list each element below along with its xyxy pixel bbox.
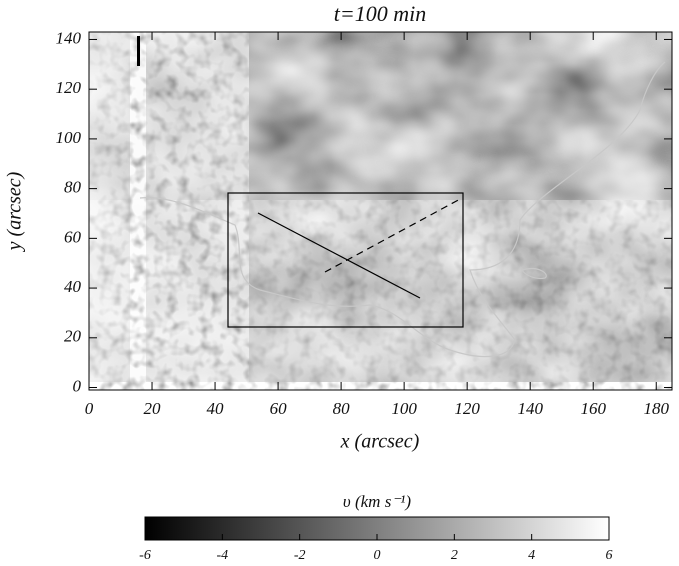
slit-line-dashed [324, 197, 463, 273]
x-tick-label: 20 [144, 399, 162, 418]
plot-frame [88, 31, 673, 391]
colorbar-tick-label: 4 [528, 548, 535, 563]
colorbar-tick-label: 2 [451, 548, 458, 563]
colorbar-tick-label: -2 [294, 548, 306, 563]
colorbar-tick-label: -4 [216, 548, 228, 563]
colorbar-tick-label: 6 [606, 548, 613, 563]
chart-title: t=100 min [334, 1, 426, 26]
colorbar-tick-label: 0 [374, 548, 381, 563]
x-axis-label: x (arcsec) [340, 431, 420, 453]
y-tick-label: 80 [64, 178, 82, 197]
x-tick-label: 140 [517, 399, 543, 418]
x-tick-label: 100 [391, 399, 417, 418]
y-axis-label: y (arcsec) [4, 171, 26, 252]
region-box [227, 192, 464, 328]
y-tick-label: 100 [56, 128, 82, 147]
slit-line [257, 212, 421, 299]
y-tick-label: 140 [56, 28, 82, 47]
x-tick-label: 0 [85, 399, 94, 418]
x-tick-label: 120 [454, 399, 480, 418]
colorbar-tick-label: -6 [139, 548, 151, 563]
x-tick-label: 80 [333, 399, 351, 418]
y-tick-label: 20 [64, 327, 82, 346]
y-tick-label: 60 [64, 227, 82, 246]
x-tick-label: 60 [270, 399, 288, 418]
x-tick-label: 160 [580, 399, 606, 418]
colorbar-label: υ (km s⁻¹) [343, 492, 411, 511]
y-tick-label: 40 [64, 277, 82, 296]
velocity-map [89, 32, 672, 390]
x-tick-label: 40 [207, 399, 225, 418]
y-tick-label: 0 [73, 376, 82, 395]
y-tick-label: 120 [56, 78, 82, 97]
x-tick-label: 180 [643, 399, 669, 418]
